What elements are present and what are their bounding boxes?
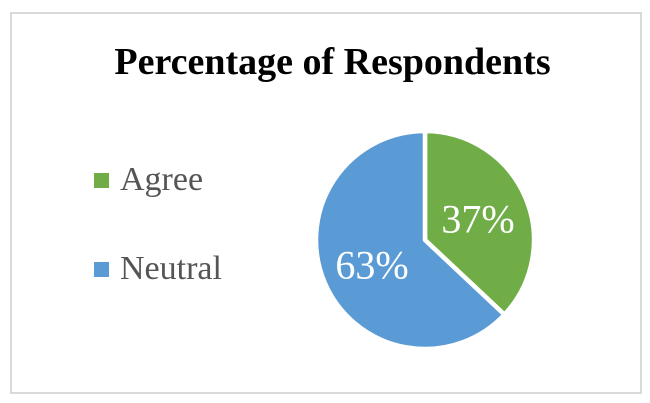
legend-swatch-neutral-icon	[94, 261, 109, 277]
chart-title: Percentage of Respondents	[114, 41, 551, 83]
legend-label-agree: Agree	[120, 161, 204, 198]
legend-item-agree: Agree	[94, 162, 222, 198]
pie-slice-neutral	[313, 128, 507, 352]
pie-data-label-agree: 37%	[441, 197, 514, 242]
legend-item-neutral: Neutral	[94, 251, 222, 287]
legend-label-neutral: Neutral	[120, 250, 222, 287]
pie-slice-agree	[422, 128, 537, 317]
pie-data-label-neutral: 63%	[335, 242, 408, 287]
chart-frame: Percentage of Respondents Agree Neutral …	[10, 12, 642, 394]
legend-swatch-agree-icon	[94, 172, 109, 188]
legend: Agree Neutral	[94, 162, 222, 287]
pie-chart: 37% 63%	[313, 128, 537, 352]
